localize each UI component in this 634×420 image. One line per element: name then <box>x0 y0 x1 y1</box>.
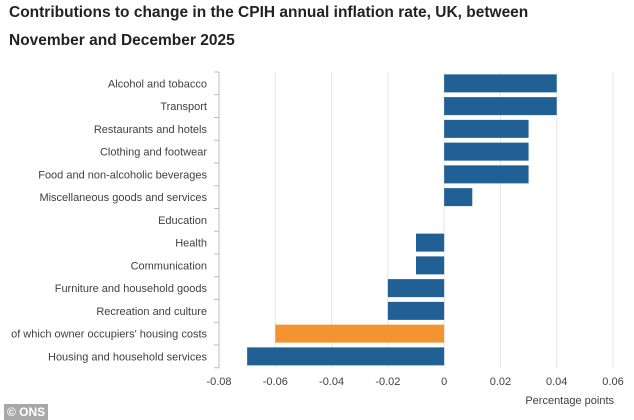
x-tick-label: -0.08 <box>206 376 231 388</box>
bar <box>247 347 445 366</box>
bar <box>444 119 529 138</box>
bar <box>416 233 445 252</box>
category-label: Housing and household services <box>48 351 207 363</box>
ons-credit: © ONS <box>4 404 49 420</box>
category-label: Transport <box>160 101 207 113</box>
category-label: Communication <box>131 260 207 272</box>
bar <box>387 301 445 320</box>
bar <box>416 256 445 275</box>
x-tick-label: 0.02 <box>490 376 511 388</box>
category-label: Recreation and culture <box>96 306 207 318</box>
category-label: Miscellaneous goods and services <box>39 192 207 204</box>
category-label: Health <box>175 238 207 250</box>
category-label: Alcohol and tobacco <box>108 78 207 90</box>
chart-title-line-2: November and December 2025 <box>9 32 235 49</box>
bar <box>387 279 445 298</box>
x-tick-label: 0 <box>441 376 447 388</box>
bar <box>275 324 445 343</box>
x-tick-label: -0.06 <box>263 376 288 388</box>
x-axis-label: Percentage points <box>525 395 614 407</box>
chart-title-line-1: Contributions to change in the CPIH annu… <box>9 4 529 21</box>
bar <box>444 97 557 116</box>
x-tick-label: -0.02 <box>375 376 400 388</box>
x-tick-label: -0.04 <box>319 376 344 388</box>
x-tick-label: 0.04 <box>546 376 567 388</box>
category-label: Restaurants and hotels <box>94 124 208 136</box>
category-label: Education <box>158 215 207 227</box>
bar <box>444 142 529 161</box>
bar <box>444 165 529 184</box>
category-label: Furniture and household goods <box>55 283 208 295</box>
x-tick-label: 0.06 <box>602 376 623 388</box>
category-label: Clothing and footwear <box>100 147 207 159</box>
category-label: Food and non-alcoholic beverages <box>38 169 207 181</box>
bar <box>444 188 473 207</box>
bar <box>444 74 557 93</box>
category-label: of which owner occupiers' housing costs <box>11 329 207 341</box>
